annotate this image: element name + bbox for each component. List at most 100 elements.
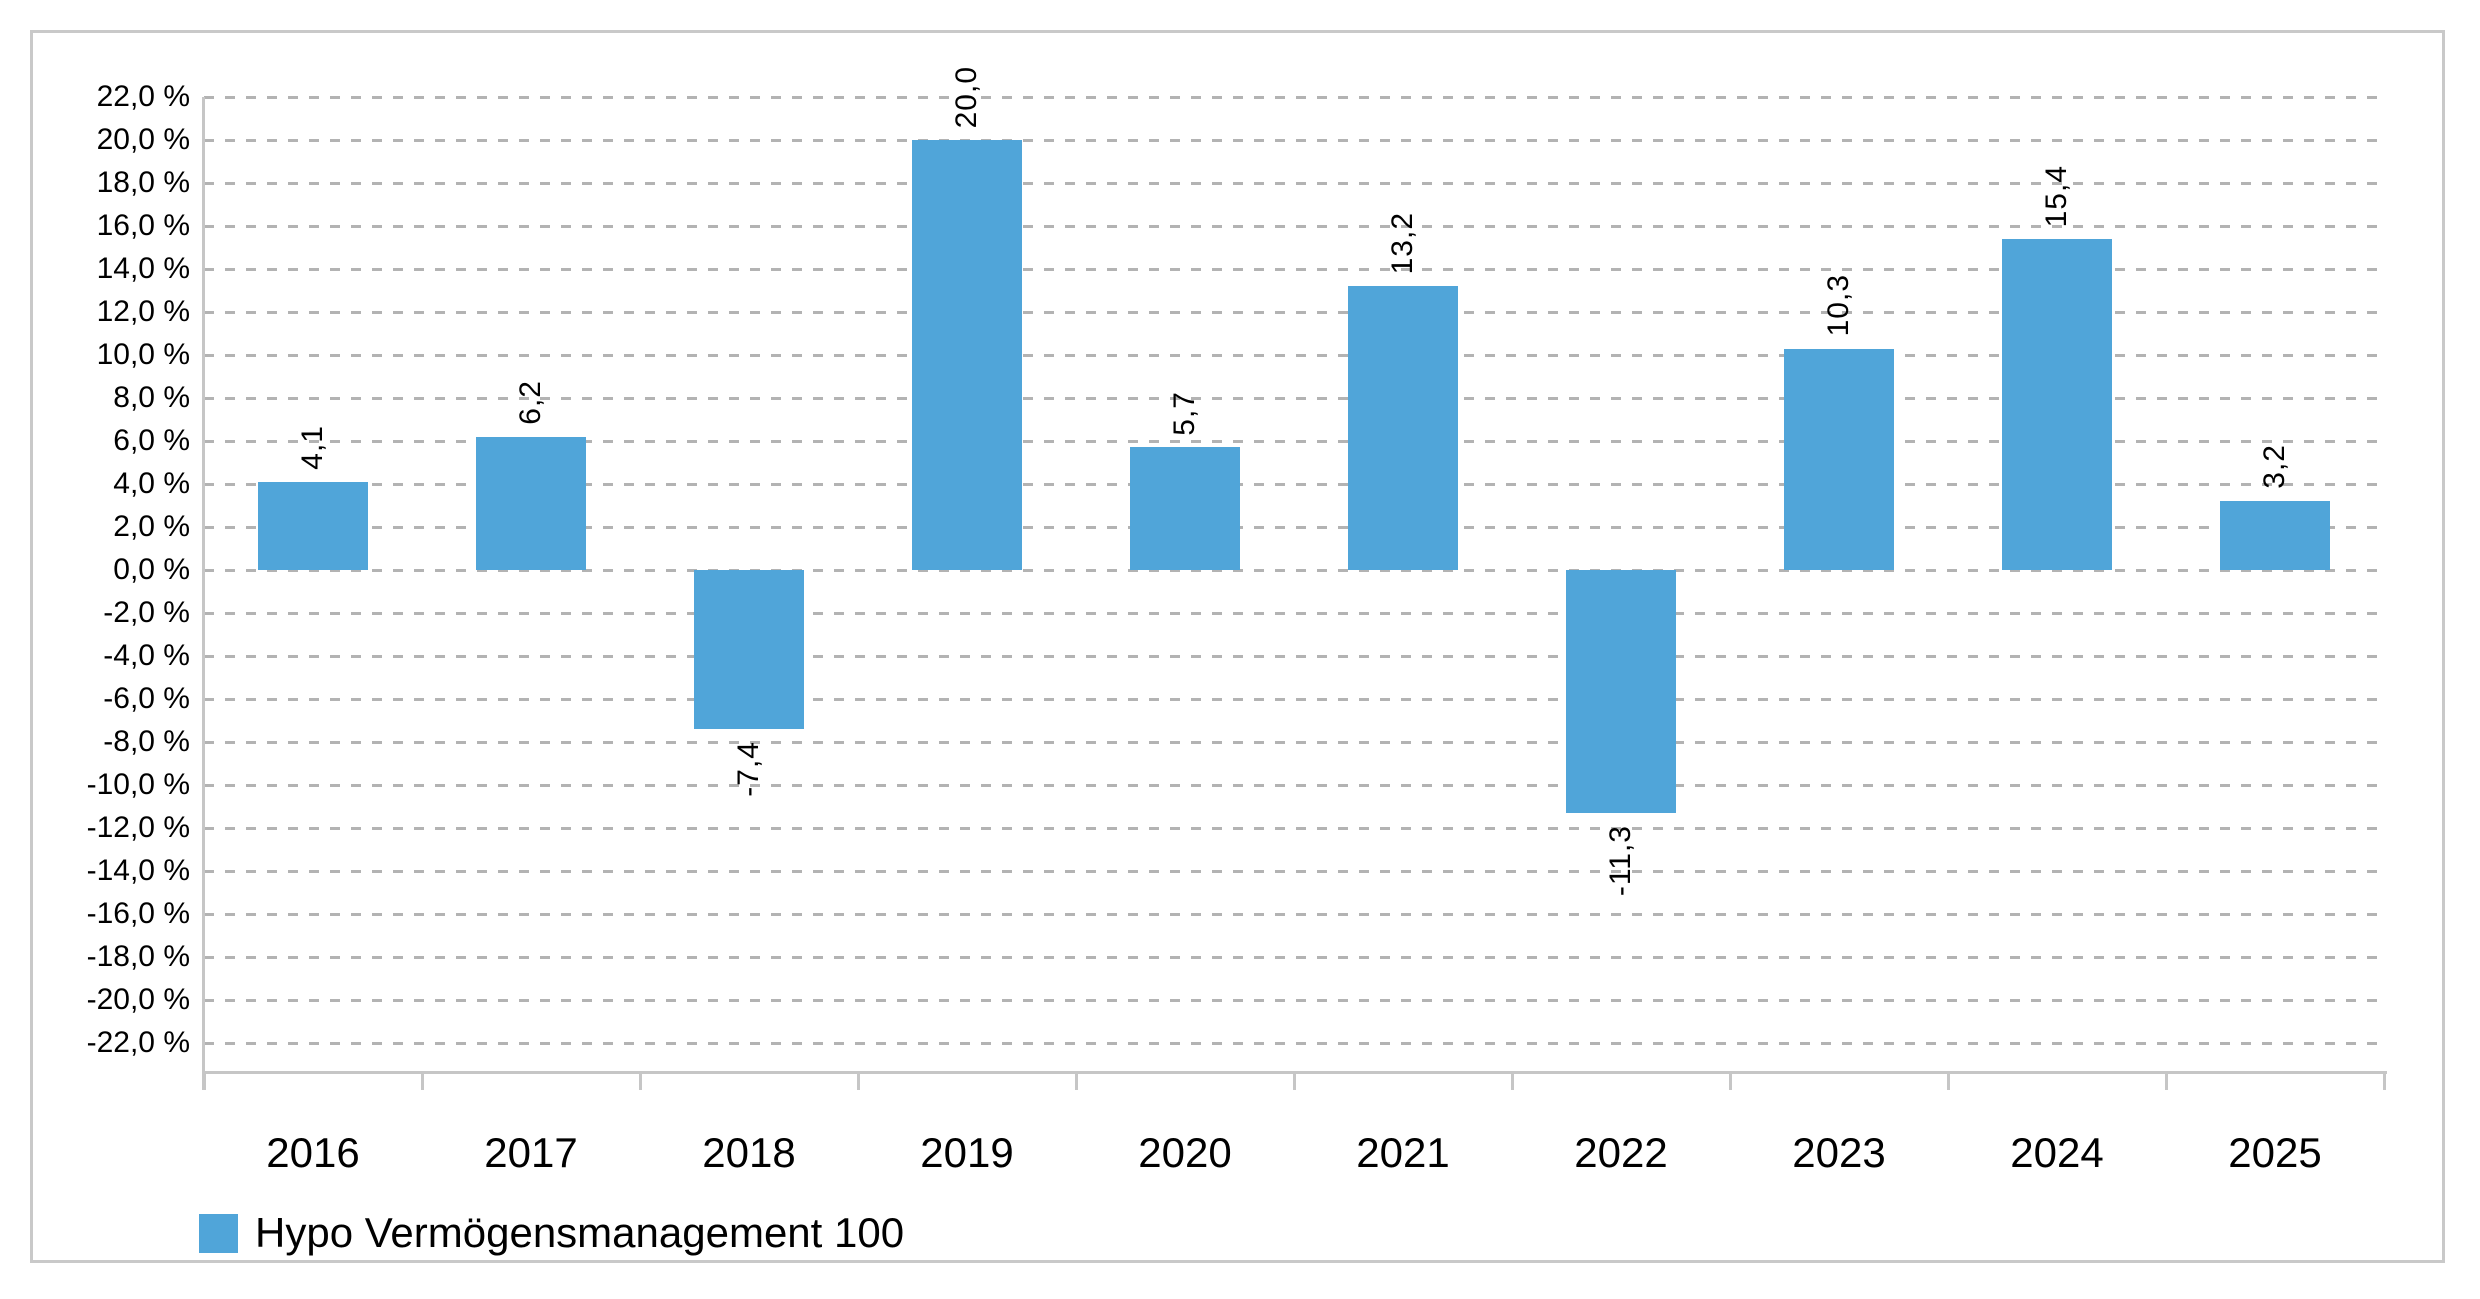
y-axis-tick-label: -6,0 %	[103, 682, 190, 715]
legend-label: Hypo Vermögensmanagement 100	[255, 1209, 905, 1256]
gridline	[204, 95, 2384, 99]
y-axis-tick-label: 22,0 %	[96, 80, 190, 113]
bar-value-label-wrap: 20,0	[947, 66, 987, 128]
bar-value-label: 3,2	[2258, 444, 2291, 490]
bar-value-label-wrap: -11,3	[1601, 825, 1641, 896]
bar-value-label-wrap: 15,4	[2037, 165, 2077, 227]
x-axis-category-label: 2023	[1792, 1129, 1886, 1176]
gridline	[204, 697, 2384, 701]
x-axis-category-label: 2022	[1574, 1129, 1668, 1176]
y-axis-tick-label: -18,0 %	[86, 940, 190, 973]
legend-item[interactable]: Hypo Vermögensmanagement 100	[199, 1211, 904, 1255]
gridline	[204, 138, 2384, 142]
x-axis-tick	[1728, 1071, 1732, 1090]
gridline	[204, 826, 2384, 830]
x-axis-category-label: 2017	[484, 1129, 578, 1176]
y-axis-line	[202, 97, 205, 1090]
bar-2018[interactable]	[694, 570, 804, 730]
y-axis-tick-label: 2,0 %	[113, 510, 190, 543]
y-axis-tick-label: 6,0 %	[113, 424, 190, 457]
gridline	[204, 740, 2384, 744]
x-axis-tick	[856, 1071, 860, 1090]
gridline	[204, 525, 2384, 529]
y-axis-tick-label: 8,0 %	[113, 381, 190, 414]
bar-2024[interactable]	[2002, 238, 2112, 570]
bar-value-label: 15,4	[2040, 164, 2073, 227]
chart-frame	[30, 30, 2445, 1263]
y-axis-tick-label: 0,0 %	[113, 553, 190, 586]
x-axis-category-label: 2024	[2010, 1129, 2104, 1176]
y-axis-tick-label: 18,0 %	[96, 166, 190, 199]
bar-value-label: 6,2	[514, 379, 547, 425]
x-axis-tick	[2164, 1071, 2168, 1090]
x-axis-tick	[1074, 1071, 1078, 1090]
x-axis-tick	[420, 1071, 424, 1090]
x-axis-tick	[202, 1071, 206, 1090]
gridline	[204, 396, 2384, 400]
gridline	[204, 955, 2384, 959]
y-axis-tick-label: 12,0 %	[96, 295, 190, 328]
y-axis-tick-label: -8,0 %	[103, 725, 190, 758]
bar-2022[interactable]	[1566, 570, 1676, 813]
y-axis-tick-label: -10,0 %	[86, 768, 190, 801]
y-axis-tick-label: -14,0 %	[86, 854, 190, 887]
gridline	[204, 181, 2384, 185]
x-axis-category-label: 2019	[920, 1129, 1014, 1176]
bar-2016[interactable]	[258, 481, 368, 570]
y-axis-tick-label: 16,0 %	[96, 209, 190, 242]
bar-value-label: -11,3	[1604, 824, 1637, 897]
gridline	[204, 353, 2384, 357]
bar-value-label-wrap: -7,4	[729, 741, 769, 797]
bar-value-label-wrap: 5,7	[1165, 391, 1205, 436]
gridline	[204, 267, 2384, 271]
bar-value-label-wrap: 3,2	[2255, 444, 2295, 489]
x-axis-category-label: 2016	[266, 1129, 360, 1176]
y-axis-tick-label: 10,0 %	[96, 338, 190, 371]
gridline	[204, 482, 2384, 486]
y-axis-tick-label: -22,0 %	[86, 1026, 190, 1059]
bar-value-label: 13,2	[1386, 211, 1419, 275]
y-axis-tick-label: -16,0 %	[86, 897, 190, 930]
gridline	[204, 912, 2384, 916]
bar-value-label-wrap: 13,2	[1383, 212, 1423, 274]
gridline	[204, 224, 2384, 228]
gridline	[204, 869, 2384, 873]
y-axis-tick-label: -12,0 %	[86, 811, 190, 844]
bar-value-label: 10,3	[1822, 274, 1855, 337]
x-axis-tick	[1292, 1071, 1296, 1090]
bar-2023[interactable]	[1784, 348, 1894, 570]
x-axis-category-label: 2020	[1138, 1129, 1232, 1176]
y-axis-tick-label: -2,0 %	[103, 596, 190, 629]
bar-2020[interactable]	[1130, 447, 1240, 570]
y-axis-tick-label: 20,0 %	[96, 123, 190, 156]
x-axis-tick	[2382, 1071, 2386, 1090]
y-axis-tick-label: 14,0 %	[96, 252, 190, 285]
bar-value-label: 4,1	[296, 425, 329, 470]
bar-value-label-wrap: 6,2	[511, 380, 551, 425]
x-axis-category-label: 2025	[2228, 1129, 2322, 1176]
bar-value-label: 20,0	[950, 65, 983, 128]
y-axis-tick-label: 4,0 %	[113, 467, 190, 500]
bar-value-label-wrap: 10,3	[1819, 274, 1859, 336]
bar-value-label: 5,7	[1168, 390, 1201, 436]
gridline	[204, 783, 2384, 787]
gridline	[204, 998, 2384, 1002]
gridline	[204, 1041, 2384, 1045]
x-axis-category-label: 2021	[1356, 1129, 1450, 1176]
legend-swatch	[199, 1213, 238, 1253]
bar-2019[interactable]	[912, 140, 1022, 570]
gridline	[204, 310, 2384, 314]
bar-2021[interactable]	[1348, 286, 1458, 570]
gridline	[204, 611, 2384, 615]
y-axis-tick-label: -20,0 %	[86, 983, 190, 1016]
bar-2017[interactable]	[476, 436, 586, 570]
gridline	[204, 654, 2384, 658]
x-axis-category-label: 2018	[702, 1129, 796, 1176]
bar-value-label-wrap: 4,1	[293, 425, 333, 470]
x-axis-tick	[1510, 1071, 1514, 1090]
bar-2025[interactable]	[2220, 501, 2330, 570]
gridline	[204, 439, 2384, 443]
y-axis-tick-label: -4,0 %	[103, 639, 190, 672]
x-axis-tick	[638, 1071, 642, 1090]
